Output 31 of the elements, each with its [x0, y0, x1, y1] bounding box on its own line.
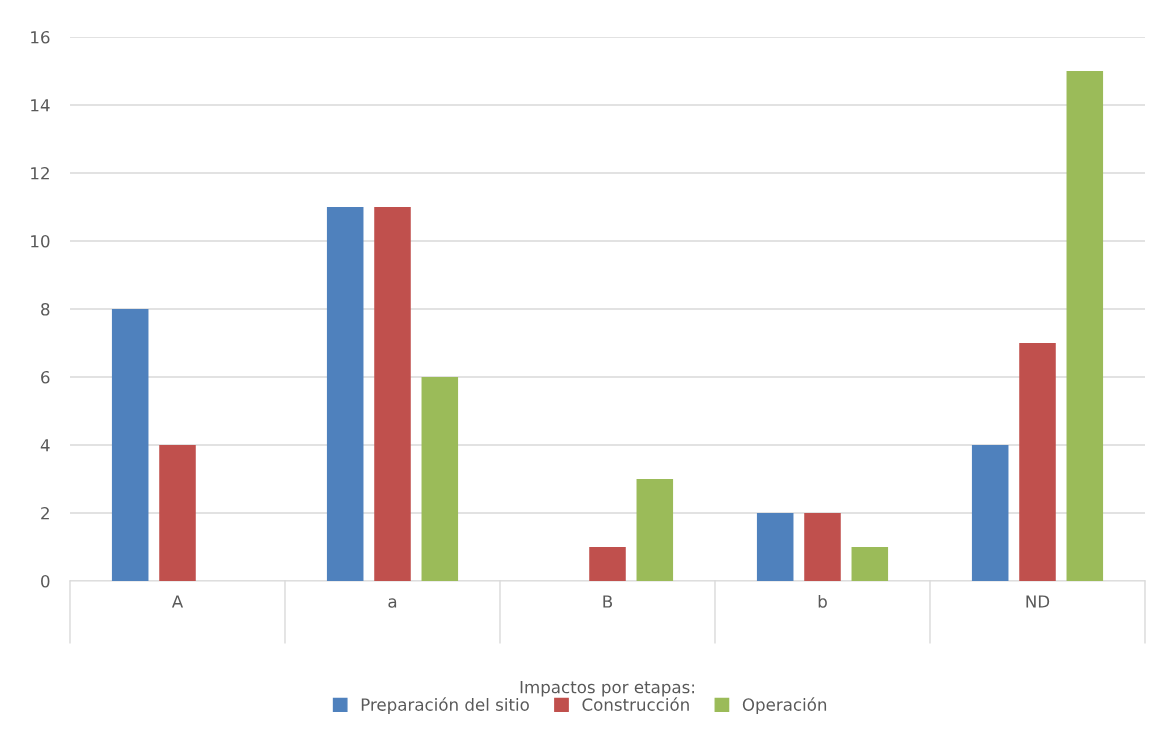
legend-label: Operación [742, 697, 827, 715]
bar [374, 207, 411, 581]
bar [804, 513, 841, 581]
bar [1019, 343, 1056, 581]
bar [851, 547, 889, 581]
bar [326, 207, 364, 581]
bar [111, 309, 149, 581]
bar [589, 547, 626, 581]
bar [159, 445, 196, 581]
y-tick-label: 10 [31, 234, 50, 248]
bar [636, 479, 674, 581]
y-tick-label: 2 [41, 506, 49, 520]
legend-label: Construcción [582, 697, 689, 711]
y-tick-label: 14 [31, 99, 50, 112]
bar [1066, 71, 1104, 581]
x-axis-title: Impactos por etapas: [520, 680, 694, 697]
y-tick-label: 16 [31, 30, 50, 44]
y-tick-label: 6 [41, 370, 50, 384]
y-tick-label: 0 [41, 574, 50, 588]
bar [421, 377, 459, 581]
x-tick-label: B [603, 595, 613, 608]
x-tick-label: b [818, 594, 827, 608]
x-tick-label: ND [1026, 595, 1050, 608]
y-tick-label: 4 [40, 439, 50, 452]
x-tick-label: a [388, 598, 397, 608]
y-tick-label: 8 [41, 302, 50, 316]
bar [971, 445, 1009, 581]
legend-label: Preparación del sitio [361, 697, 529, 715]
x-tick-label: A [171, 595, 184, 608]
y-tick-label: 12 [31, 166, 49, 180]
bar [756, 513, 794, 581]
